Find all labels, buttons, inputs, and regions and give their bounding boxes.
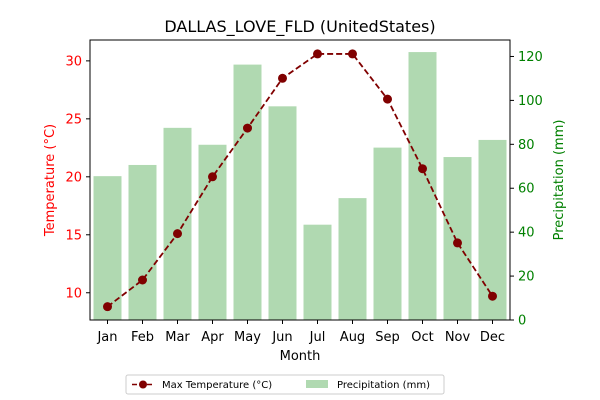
temperature-point	[243, 123, 252, 133]
plot-frame	[89, 39, 511, 321]
temperature-point	[208, 172, 217, 182]
legend-bar-swatch	[306, 380, 328, 388]
x-tick-label: Jul	[309, 330, 326, 345]
precipitation-bar	[233, 64, 262, 321]
left-axis-ticks: 10 15 20 25 30	[65, 54, 90, 301]
temperature-point	[278, 73, 287, 83]
x-tick-label: Aug	[340, 330, 365, 345]
temperature-point	[173, 229, 182, 239]
legend-box	[125, 374, 445, 395]
temperature-point	[488, 291, 497, 301]
left-tick-label: 20	[65, 170, 82, 185]
left-tick-label: 10	[65, 286, 82, 301]
x-tick-label: Sep	[375, 330, 400, 345]
right-axis-label: Precipitation (mm)	[552, 120, 567, 241]
plot-spines	[89, 39, 511, 321]
right-tick-label: 40	[518, 226, 535, 241]
temperature-point	[418, 164, 427, 174]
precipitation-bars	[93, 52, 507, 321]
legend-marker-swatch	[139, 380, 147, 389]
temperature-point	[138, 275, 147, 285]
precipitation-bar	[338, 198, 367, 320]
legend: Max Temperature (°C) Precipitation (mm)	[125, 374, 445, 395]
x-tick-label: Mar	[165, 330, 190, 345]
legend-label-temperature: Max Temperature (°C)	[162, 380, 272, 391]
temperature-point	[348, 49, 357, 59]
right-tick-label: 120	[518, 50, 543, 65]
chart-title: DALLAS_LOVE_FLD (UnitedStates)	[164, 17, 435, 37]
precipitation-bar	[408, 52, 437, 320]
precipitation-bar	[303, 224, 332, 320]
right-axis-ticks: 0 20 40 60 80 100 120	[510, 50, 543, 329]
left-tick-label: 15	[65, 228, 82, 243]
right-tick-label: 0	[518, 314, 526, 329]
x-tick-label: Nov	[445, 330, 471, 345]
x-tick-label: Apr	[201, 330, 224, 345]
x-tick-label: Dec	[480, 330, 505, 345]
x-tick-label: Jan	[96, 330, 117, 345]
left-axis-label: Temperature (°C)	[43, 124, 58, 237]
legend-label-precipitation: Precipitation (mm)	[337, 380, 430, 391]
precipitation-bar	[268, 106, 297, 321]
temperature-point	[313, 49, 322, 59]
right-tick-label: 80	[518, 138, 535, 153]
temperature-point	[383, 94, 392, 104]
precipitation-bar	[93, 176, 122, 320]
right-tick-label: 100	[518, 94, 543, 109]
precipitation-bar	[128, 164, 157, 320]
right-tick-label: 20	[518, 270, 535, 285]
x-tick-label: May	[234, 330, 261, 345]
precipitation-bar	[373, 147, 402, 320]
temperature-point	[103, 302, 112, 312]
x-axis-label: Month	[280, 349, 321, 364]
left-tick-label: 30	[65, 54, 82, 69]
left-tick-label: 25	[65, 112, 82, 127]
precipitation-bar	[163, 127, 192, 320]
x-axis-ticks: Jan Feb Mar Apr May Jun Jul Aug Sep Oct Nov Dec	[96, 320, 505, 345]
temperature-line-series	[103, 49, 497, 312]
precipitation-bar	[478, 139, 507, 320]
x-tick-label: Feb	[131, 330, 154, 345]
right-tick-label: 60	[518, 182, 535, 197]
precipitation-bar	[198, 144, 227, 320]
x-tick-label: Oct	[411, 330, 433, 345]
temperature-line	[106, 53, 494, 308]
temperature-point	[453, 238, 462, 248]
x-tick-label: Jun	[271, 330, 292, 345]
